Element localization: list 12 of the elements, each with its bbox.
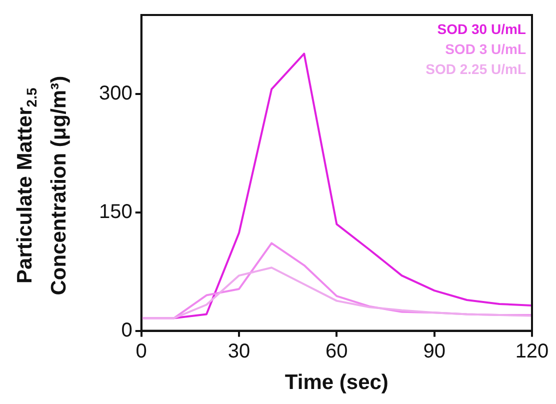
text: SOD 2.25 U/mL (426, 60, 526, 77)
x-tick-label: 90 (423, 340, 446, 362)
y-tick-label: 0 (121, 319, 132, 342)
x-tick-label: 120 (515, 340, 549, 362)
text: SOD 3 U/mL (445, 40, 526, 57)
x-tick-label: 0 (136, 340, 147, 362)
x-axis-title: Time (sec) (284, 371, 388, 394)
y-tick-label: 300 (98, 82, 132, 104)
y-tick-label: 150 (98, 200, 132, 223)
text: SOD 30 U/mL (437, 20, 526, 37)
x-tick-label: 60 (326, 340, 348, 362)
x-tick-label: 30 (228, 340, 250, 362)
